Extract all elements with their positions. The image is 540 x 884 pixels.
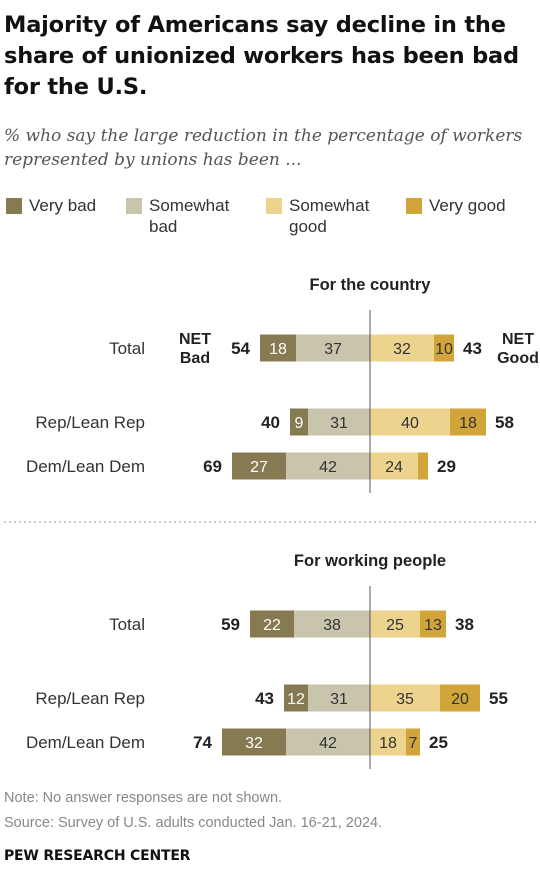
- note-text: Note: No answer responses are not shown.: [4, 790, 283, 806]
- net-good-value-for-working-people-total: 38: [455, 615, 474, 634]
- data-label-somewhat-good-for-working-people-rep-lean-rep: 35: [396, 691, 414, 708]
- net-bad-value-for-the-country-total: 54: [231, 339, 250, 358]
- bar-somewhat-good-for-the-country-rep-lean-rep: [370, 408, 450, 436]
- legend-item-somewhat-bad: Somewhat bad: [126, 195, 229, 237]
- bar-somewhat-good-for-working-people-total: [370, 610, 420, 638]
- data-label-very-good-for-working-people-rep-lean-rep: 20: [451, 691, 469, 708]
- data-label-somewhat-bad-for-working-people-rep-lean-rep: 31: [330, 691, 348, 708]
- net-bad-value-for-working-people-dem-lean-dem: 74: [193, 733, 212, 752]
- chart-subtitle: % who say the large reduction in the per…: [4, 126, 523, 170]
- bar-very-bad-for-working-people-total: [250, 610, 294, 638]
- bar-somewhat-bad-for-working-people-dem-lean-dem: [286, 728, 370, 756]
- bar-very-good-for-working-people-dem-lean-dem: [406, 728, 420, 756]
- net-good-value-for-working-people-dem-lean-dem: 25: [429, 733, 448, 752]
- data-label-very-bad-for-working-people-rep-lean-rep: 12: [287, 691, 305, 708]
- chart-title: Majority of Americans say decline in the…: [4, 12, 519, 100]
- data-label-very-good-for-working-people-total: 13: [424, 617, 442, 634]
- net-bad-value-for-the-country-rep-lean-rep: 40: [261, 413, 280, 432]
- row-label-for-the-country-total: Total: [109, 339, 145, 358]
- bar-very-bad-for-the-country-rep-lean-rep: [290, 408, 308, 436]
- source-text: Source: Survey of U.S. adults conducted …: [4, 815, 383, 831]
- data-label-somewhat-good-for-the-country-dem-lean-dem: 24: [385, 459, 403, 476]
- net-bad-value-for-working-people-rep-lean-rep: 43: [255, 689, 274, 708]
- legend-label-very-bad: Very bad: [29, 196, 97, 215]
- row-label-for-working-people-rep-lean-rep: Rep/Lean Rep: [35, 689, 145, 708]
- data-label-somewhat-bad-for-working-people-dem-lean-dem: 42: [319, 735, 337, 752]
- legend-swatch-somewhat-good: [266, 198, 282, 214]
- data-label-somewhat-good-for-working-people-dem-lean-dem: 18: [379, 735, 397, 752]
- bar-somewhat-good-for-working-people-rep-lean-rep: [370, 684, 440, 712]
- net-good-value-for-working-people-rep-lean-rep: 55: [489, 689, 508, 708]
- bar-very-bad-for-working-people-dem-lean-dem: [222, 728, 286, 756]
- legend-swatch-very-bad: [6, 198, 22, 214]
- row-label-for-working-people-dem-lean-dem: Dem/Lean Dem: [26, 733, 145, 752]
- data-label-somewhat-bad-for-the-country-rep-lean-rep: 31: [330, 415, 348, 432]
- diverging-bar-chart: For the country Total 18 37 32 10 54 43 NET Bad NE…: [4, 276, 539, 769]
- row-label-for-the-country-rep-lean-rep: Rep/Lean Rep: [35, 413, 145, 432]
- bar-very-good-for-the-country-rep-lean-rep: [450, 408, 486, 436]
- bar-somewhat-good-for-the-country-dem-lean-dem: [370, 452, 418, 480]
- bar-somewhat-good-for-the-country-total: [370, 334, 434, 362]
- data-label-very-good-for-working-people-dem-lean-dem: 7: [409, 735, 418, 752]
- data-label-somewhat-bad-for-the-country-total: 37: [324, 341, 342, 358]
- net-good-value-for-the-country-dem-lean-dem: 29: [437, 457, 456, 476]
- bar-very-bad-for-working-people-rep-lean-rep: [284, 684, 308, 712]
- data-label-somewhat-bad-for-working-people-total: 38: [323, 617, 341, 634]
- net-good-value-for-the-country-rep-lean-rep: 58: [495, 413, 514, 432]
- bar-very-good-for-the-country-dem-lean-dem: [418, 452, 428, 480]
- data-label-somewhat-good-for-working-people-total: 25: [386, 617, 404, 634]
- net-bad-label: NET Bad: [179, 331, 211, 367]
- bar-somewhat-bad-for-the-country-total: [296, 334, 370, 362]
- bar-somewhat-good-for-working-people-dem-lean-dem: [370, 728, 406, 756]
- legend-swatch-somewhat-bad: [126, 198, 142, 214]
- data-label-very-bad-for-working-people-dem-lean-dem: 32: [245, 735, 263, 752]
- net-bad-value-for-working-people-total: 59: [221, 615, 240, 634]
- bar-very-good-for-the-country-total: [434, 334, 454, 362]
- data-label-very-good-for-the-country-rep-lean-rep: 18: [459, 415, 477, 432]
- net-good-label: NET Good: [497, 331, 539, 367]
- bar-somewhat-bad-for-working-people-total: [294, 610, 370, 638]
- bar-somewhat-bad-for-the-country-rep-lean-rep: [308, 408, 370, 436]
- data-label-somewhat-good-for-the-country-rep-lean-rep: 40: [401, 415, 419, 432]
- data-label-very-bad-for-the-country-total: 18: [269, 341, 287, 358]
- bar-very-good-for-working-people-total: [420, 610, 446, 638]
- panel-title-for-the-country: For the country: [309, 276, 431, 294]
- legend-swatch-very-good: [406, 198, 422, 214]
- data-label-very-bad-for-working-people-total: 22: [263, 617, 281, 634]
- legend-label-somewhat-good: Somewhat good: [289, 196, 370, 236]
- legend-label-somewhat-bad: Somewhat bad: [149, 196, 230, 236]
- data-label-very-good-for-the-country-total: 10: [435, 341, 453, 358]
- row-label-for-the-country-dem-lean-dem: Dem/Lean Dem: [26, 457, 145, 476]
- brand-logo-text: PEW RESEARCH CENTER: [4, 848, 191, 864]
- panel-title-for-working-people: For working people: [294, 552, 446, 570]
- legend-item-somewhat-good: Somewhat good: [266, 195, 369, 237]
- legend-label-very-good: Very good: [429, 196, 506, 215]
- bar-very-good-for-working-people-rep-lean-rep: [440, 684, 480, 712]
- bar-very-bad-for-the-country-dem-lean-dem: [232, 452, 286, 480]
- bar-somewhat-bad-for-the-country-dem-lean-dem: [286, 452, 370, 480]
- bar-somewhat-bad-for-working-people-rep-lean-rep: [308, 684, 370, 712]
- legend-item-very-bad: Very bad: [6, 195, 96, 216]
- legend-item-very-good: Very good: [406, 195, 506, 216]
- data-label-somewhat-bad-for-the-country-dem-lean-dem: 42: [319, 459, 337, 476]
- row-label-for-working-people-total: Total: [109, 615, 145, 634]
- net-good-value-for-the-country-total: 43: [463, 339, 482, 358]
- data-label-very-bad-for-the-country-rep-lean-rep: 9: [295, 415, 304, 432]
- net-bad-value-for-the-country-dem-lean-dem: 69: [203, 457, 222, 476]
- data-label-very-bad-for-the-country-dem-lean-dem: 27: [250, 459, 268, 476]
- bar-very-bad-for-the-country-total: [260, 334, 296, 362]
- data-label-somewhat-good-for-the-country-total: 32: [393, 341, 411, 358]
